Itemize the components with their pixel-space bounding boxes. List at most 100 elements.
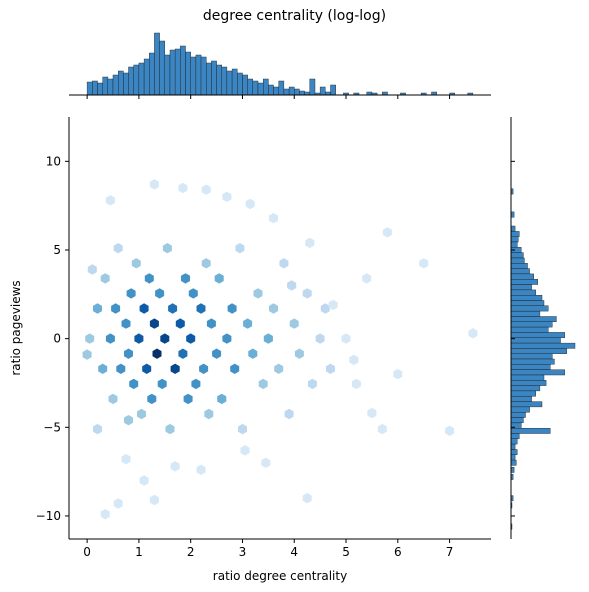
hexbin-cell (160, 333, 170, 344)
right-hist-bar (510, 268, 530, 275)
hexbin-cell (124, 415, 133, 426)
top-hist-bar (263, 78, 269, 96)
right-hist-bar (510, 380, 547, 386)
top-hist-bar (319, 86, 326, 96)
hexbin-cell (168, 303, 178, 314)
right-hist-bar (510, 279, 538, 285)
right-hist-bar (510, 443, 516, 450)
x-tick-label: 6 (394, 545, 402, 559)
right-hist-bar (510, 459, 517, 466)
top-hist-bar (211, 60, 217, 96)
top-hist-bar (242, 74, 248, 96)
hexbin-cell (269, 212, 278, 224)
top-hist-bar (97, 82, 103, 96)
top-hist-bar (133, 64, 140, 96)
right-hist-bar (510, 332, 565, 338)
y-tick-label: 0 (53, 332, 61, 346)
hexbin-cell (124, 348, 133, 359)
hexbin-cell (152, 348, 162, 359)
top-hist-bar (143, 58, 150, 96)
hexbin-cell (261, 457, 271, 468)
hexbin-cell (108, 393, 118, 405)
right-hist-bar (510, 316, 557, 323)
top-hist-bar (309, 78, 316, 96)
hexbin-cell (196, 464, 206, 475)
hexbin-cell (393, 368, 403, 380)
top-hist-bar (128, 66, 134, 96)
right-hist-bar (510, 438, 518, 445)
x-tick-label: 7 (446, 545, 454, 559)
top-hist-bar (159, 40, 166, 96)
hexbin-cell (294, 348, 304, 359)
hexbin-cell (230, 363, 240, 374)
right-hist-bar (510, 353, 553, 360)
hexbin-cell (468, 328, 478, 339)
top-hist-bar (190, 56, 197, 96)
hexbin-cell (162, 243, 172, 254)
top-hist-bar (247, 78, 254, 96)
hexbin-cell (131, 258, 141, 269)
top-hist-bar (273, 86, 279, 96)
x-tick-label: 1 (135, 545, 143, 559)
hexbin-cell (284, 408, 294, 420)
hexbin-cell (269, 303, 278, 314)
top-hist-bar (278, 80, 285, 96)
x-tick-label: 3 (239, 545, 247, 559)
hexbin-cell (116, 363, 126, 374)
hexbin-cell (362, 273, 372, 284)
top-hist-bar (154, 32, 160, 96)
hexbin-cell (98, 363, 108, 374)
right-hist-bar (510, 337, 561, 344)
right-hist-bar (510, 385, 541, 392)
hexbin-cell (199, 363, 209, 374)
right-hist-bar (510, 454, 516, 461)
hexbin-cell (170, 363, 180, 374)
right-hist-bar (510, 257, 525, 264)
hexbin-cell (222, 333, 232, 344)
hexbin-cell (139, 475, 149, 486)
hexbin-cell (178, 182, 188, 194)
hexbin-cell (307, 378, 317, 390)
hexbin-cell (227, 303, 237, 314)
hexbin-cell (382, 227, 392, 238)
top-hist-bar (149, 52, 155, 96)
right-hist-bar (510, 428, 551, 434)
hexbin-cell (367, 407, 377, 419)
hexbin-cell (105, 333, 115, 344)
right-hist-bar (510, 295, 543, 301)
hexbin-cell (302, 288, 312, 299)
hexbin-cell (149, 179, 159, 190)
hexbin-cell (93, 423, 102, 435)
hexbin-cell (302, 493, 312, 504)
x-tick-label: 2 (187, 545, 195, 559)
top-hist-bar (283, 88, 290, 96)
hexbin-layer (82, 179, 478, 520)
hexbin-cell (305, 237, 315, 249)
top-hist-bar (226, 70, 233, 96)
top-hist-bar (174, 48, 181, 96)
right-hist-bar (510, 412, 526, 418)
hexbin-cell (204, 408, 214, 420)
top-hist-bar (185, 51, 191, 96)
hexbin-cell (129, 378, 139, 390)
hexbin-cell (320, 303, 330, 314)
hexbin-cell (142, 363, 152, 374)
y-tick-label: 10 (46, 154, 61, 168)
hexbin-cell (212, 348, 222, 359)
top-hist-bar (180, 45, 186, 96)
top-hist-bar (200, 56, 207, 96)
right-hist-bar (510, 263, 528, 269)
right-marginal-histogram (510, 188, 576, 530)
right-hist-bar (510, 358, 555, 365)
hexbin-cell (149, 318, 159, 329)
hexbin-cell (111, 303, 121, 314)
right-hist-bar (510, 396, 532, 402)
hexbin-cell (186, 333, 196, 344)
right-hist-bar (510, 374, 545, 381)
hexbin-cell (201, 258, 211, 269)
x-tick-label: 5 (342, 545, 350, 559)
hexbin-cell (93, 303, 102, 314)
hexbin-cell (222, 191, 232, 202)
right-hist-bar (510, 273, 534, 280)
